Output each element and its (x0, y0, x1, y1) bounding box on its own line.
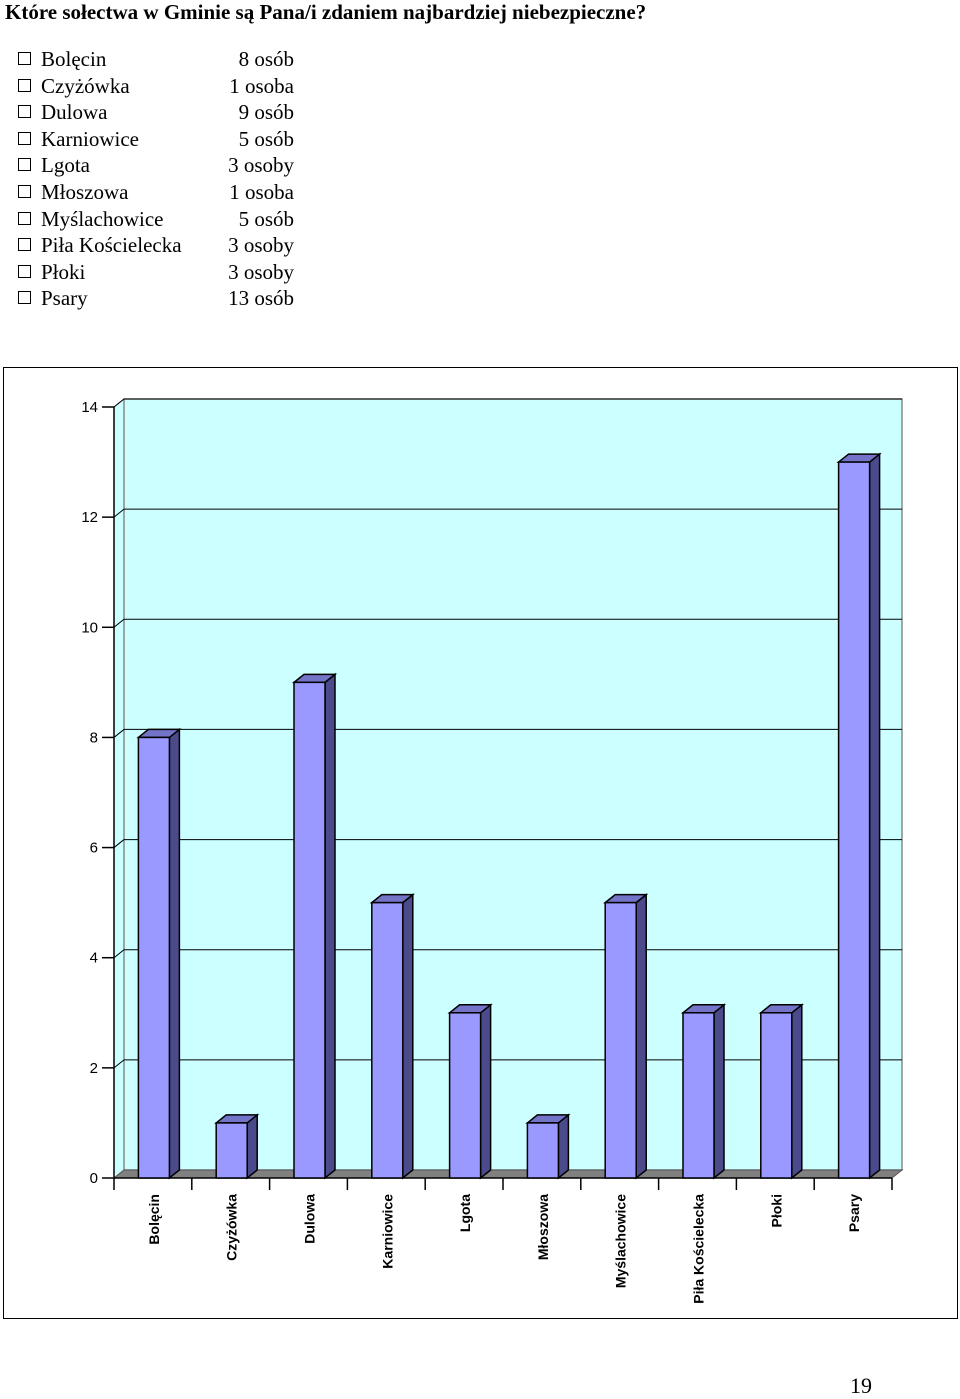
y-tick-label: 0 (90, 1170, 98, 1187)
gridline-depth (113, 729, 125, 738)
checkbox-icon (18, 264, 31, 278)
checkbox-icon (18, 52, 31, 65)
bar (836, 452, 882, 1180)
bar (369, 893, 415, 1180)
y-tick-label: 8 (90, 729, 98, 746)
y-tick-label: 4 (90, 950, 98, 967)
gridline-depth (113, 1059, 125, 1069)
answer-count: 8 osób (238, 47, 294, 71)
x-tick-label: Płoki (768, 1194, 784, 1227)
bar (136, 727, 182, 1180)
bar-side (713, 1003, 725, 1180)
x-tick-label: Dulowa (302, 1194, 318, 1244)
x-tick-label: Czyżówka (224, 1194, 240, 1261)
bar (214, 1113, 260, 1180)
page-number: 19 (850, 1373, 872, 1398)
checkbox-icon (18, 238, 31, 252)
bar-side (402, 893, 414, 1180)
village-name: Dulowa (41, 100, 108, 125)
village-name: Myślachowice (41, 206, 164, 231)
bar-side (246, 1113, 258, 1180)
gridline-depth (113, 949, 125, 959)
bar (291, 672, 338, 1180)
answer-count: 1 osoba (229, 73, 294, 98)
bar-front (371, 901, 404, 1179)
checkbox-icon (18, 184, 31, 198)
bar-front (215, 1122, 248, 1179)
bar-front (682, 1012, 715, 1179)
bar (680, 1003, 727, 1180)
village-name: Piła Kościelecka (41, 233, 182, 258)
bar (525, 1113, 571, 1180)
bar (447, 1003, 493, 1180)
bar-side (557, 1113, 570, 1180)
bar-front (760, 1012, 793, 1179)
y-tick-label: 14 (81, 399, 98, 416)
x-tick-label: Piła Kościelecka (691, 1194, 707, 1304)
gridline-depth (113, 618, 125, 628)
bar (603, 893, 649, 1180)
y-tick-label: 6 (90, 840, 98, 857)
bar-side (635, 893, 647, 1180)
y-tick-label: 2 (90, 1060, 98, 1077)
bar-front (137, 736, 171, 1179)
chart-frame (3, 367, 958, 1319)
bar-side (168, 727, 181, 1180)
answer-count: 3 osoby (228, 153, 294, 178)
y-tick-label: 10 (81, 619, 98, 636)
answer-count: 5 osób (238, 206, 294, 231)
gridline-depth (113, 839, 125, 848)
bar-front (526, 1122, 560, 1179)
answer-count: 5 osób (238, 126, 294, 151)
x-tick-label: Karniowice (379, 1194, 395, 1269)
x-tick-label: Psary (846, 1194, 862, 1232)
gridline-depth (113, 508, 125, 518)
bar-side (479, 1003, 492, 1180)
checkbox-icon (18, 291, 31, 305)
x-tick-label: Młoszowa (535, 1194, 551, 1260)
village-name: Karniowice (41, 126, 139, 151)
y-tick-label: 12 (81, 509, 98, 526)
checkbox-icon (18, 105, 31, 119)
x-tick-label: Myślachowice (613, 1194, 629, 1288)
checkbox-icon (18, 131, 31, 145)
bar-front (448, 1012, 482, 1179)
village-name: Płoki (41, 259, 86, 284)
answer-count: 9 osób (238, 100, 294, 125)
answer-count: 1 osoba (229, 179, 294, 204)
checkbox-icon (18, 78, 31, 92)
village-name: Psary (41, 286, 88, 311)
answer-count: 3 osoby (228, 259, 294, 284)
bar-front (604, 901, 637, 1179)
checkbox-icon (18, 211, 31, 225)
village-name: Bolęcin (41, 47, 107, 71)
bar-side (324, 672, 336, 1180)
bar (758, 1003, 804, 1180)
answer-count: 3 osoby (228, 233, 294, 258)
village-name: Czyżówka (41, 73, 130, 98)
village-name: Lgota (41, 153, 90, 178)
gridline-depth (113, 398, 125, 408)
x-tick-label: Bolęcin (146, 1194, 162, 1245)
bar-side (791, 1003, 803, 1180)
checkbox-icon (18, 158, 31, 172)
x-tick-label: Lgota (457, 1194, 473, 1232)
bar-front (837, 461, 871, 1179)
village-name: Młoszowa (41, 179, 129, 204)
answer-count: 13 osób (228, 286, 294, 311)
question-title: Które sołectwa w Gminie są Pana/i zdanie… (5, 0, 647, 24)
bar-side (868, 452, 881, 1180)
bar-front (293, 681, 326, 1179)
